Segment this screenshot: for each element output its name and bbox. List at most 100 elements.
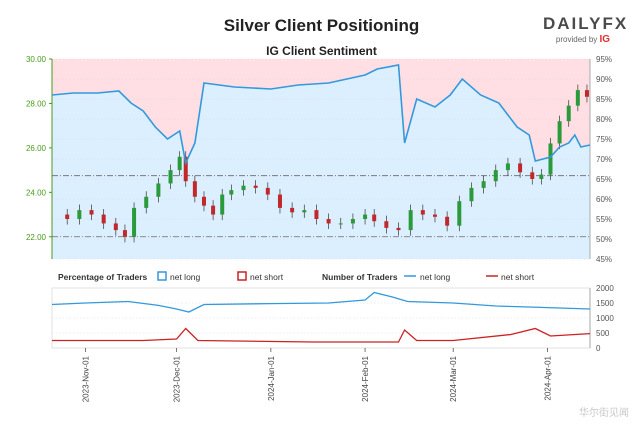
candle-body: [372, 214, 377, 222]
candle-body: [530, 172, 535, 179]
right-tick-label: 85%: [596, 95, 612, 104]
legend-pct-long-swatch: [157, 271, 167, 281]
right-tick-label: 60%: [596, 195, 612, 204]
candle-body: [168, 170, 173, 184]
candle-body: [493, 170, 498, 182]
candle-body: [548, 143, 553, 175]
candle-body: [113, 223, 118, 231]
candle-body: [229, 190, 234, 195]
candle-body: [505, 163, 510, 171]
legend-pct-short: net short: [250, 272, 284, 282]
legend-pct-short-swatch: [237, 271, 247, 281]
brand-logo: DAILYFX provided by IG: [543, 14, 629, 45]
legend-pct-long: net long: [170, 272, 201, 282]
candle-body: [408, 210, 413, 231]
right-tick-label: 90%: [596, 75, 612, 84]
candle-body: [241, 185, 246, 191]
count-tick-label: 1500: [596, 299, 614, 308]
left-tick-label: 22.00: [26, 233, 47, 242]
main-plot: 45% 50% 55% 60% 65% 70% 75% 80% 85% 90% 95% 22.00 24…: [26, 55, 612, 264]
candle-body: [539, 174, 544, 179]
right-tick-label: 75%: [596, 135, 612, 144]
candle-body: [566, 105, 571, 122]
legend-pct-title: Percentage of Traders: [58, 272, 148, 282]
left-tick-label: 24.00: [26, 188, 47, 197]
left-tick-label: 30.00: [26, 55, 47, 64]
x-tick-label: 2024-Jan-01: [267, 355, 276, 400]
legend-num-short: net short: [501, 272, 535, 282]
count-net-short-line: [52, 327, 591, 343]
candle-body: [220, 194, 225, 215]
candle-body: [432, 214, 437, 217]
net-short-area: [52, 59, 590, 163]
candle-body: [122, 230, 127, 237]
provider-mark: IG: [599, 34, 611, 45]
brand-wordmark: DAILYFX: [543, 14, 629, 33]
chart-title: Silver Client Positioning: [223, 16, 420, 35]
count-tick-label: 0: [596, 344, 601, 353]
count-tick-label: 1000: [596, 314, 614, 323]
candle-body: [132, 207, 137, 237]
x-tick-label: 2023-Nov-01: [81, 355, 90, 402]
candle-body: [192, 181, 197, 197]
candle-body: [350, 219, 355, 224]
right-tick-label: 65%: [596, 175, 612, 184]
x-tick-label: 2024-Mar-01: [449, 355, 458, 401]
candle-body: [326, 219, 331, 224]
right-tick-label: 95%: [596, 55, 612, 64]
count-tick-label: 500: [596, 329, 610, 338]
candle-body: [384, 221, 389, 228]
right-tick-label: 80%: [596, 115, 612, 124]
x-tick-label: 2023-Dec-01: [173, 355, 182, 402]
candle-body: [457, 201, 462, 226]
right-tick-label: 50%: [596, 235, 612, 244]
candle-body: [144, 196, 149, 208]
candle-body: [584, 90, 589, 97]
candle-body: [557, 121, 562, 144]
legend-num-long: net long: [420, 272, 451, 282]
candle-body: [265, 187, 270, 195]
candle-body: [302, 210, 307, 213]
candle-body: [211, 205, 216, 215]
legend-num-title: Number of Traders: [322, 272, 398, 282]
candle-body: [575, 90, 580, 106]
candle-body: [89, 210, 94, 215]
right-tick-label: 70%: [596, 155, 612, 164]
candle-body: [77, 210, 82, 219]
candle-body: [65, 214, 70, 219]
candle-body: [481, 181, 486, 188]
candle-body: [253, 185, 258, 188]
candle-body: [156, 183, 161, 197]
candle-body: [101, 214, 106, 224]
count-net-long-line: [51, 291, 591, 313]
candle-body: [396, 227, 401, 231]
candle-body: [277, 194, 282, 208]
x-tick-label: 2024-Apr-01: [543, 355, 552, 400]
candle-body: [445, 216, 450, 226]
brand-provided-by: provided by IG: [555, 34, 611, 45]
candle-body: [420, 210, 425, 215]
count-tick-label: 2000: [596, 284, 614, 293]
legend: Percentage of Traders net long net short…: [58, 271, 535, 282]
candle-body: [363, 214, 368, 219]
candle-body: [177, 156, 182, 171]
count-plot: 0 500 1000 1500 2000: [51, 284, 614, 353]
candle-body: [469, 187, 474, 202]
candle-body: [201, 196, 206, 206]
chart-subtitle: IG Client Sentiment: [266, 44, 377, 58]
candle-body: [290, 207, 295, 213]
right-tick-label: 55%: [596, 215, 612, 224]
date-axis: 2023-Nov-01 2023-Dec-01 2024-Jan-01 2024-Fe…: [81, 348, 552, 402]
candle-body: [518, 163, 523, 173]
x-tick-label: 2024-Feb-01: [361, 355, 370, 401]
left-tick-label: 26.00: [26, 144, 47, 153]
net-long-area: [52, 65, 590, 259]
right-tick-label: 45%: [596, 255, 612, 264]
candle-body: [183, 156, 188, 182]
watermark: 华尔街见闻: [579, 408, 629, 419]
left-tick-label: 28.00: [26, 99, 47, 108]
candle-body: [338, 223, 343, 225]
net-long-line: [51, 64, 591, 166]
candle-body: [314, 210, 319, 219]
